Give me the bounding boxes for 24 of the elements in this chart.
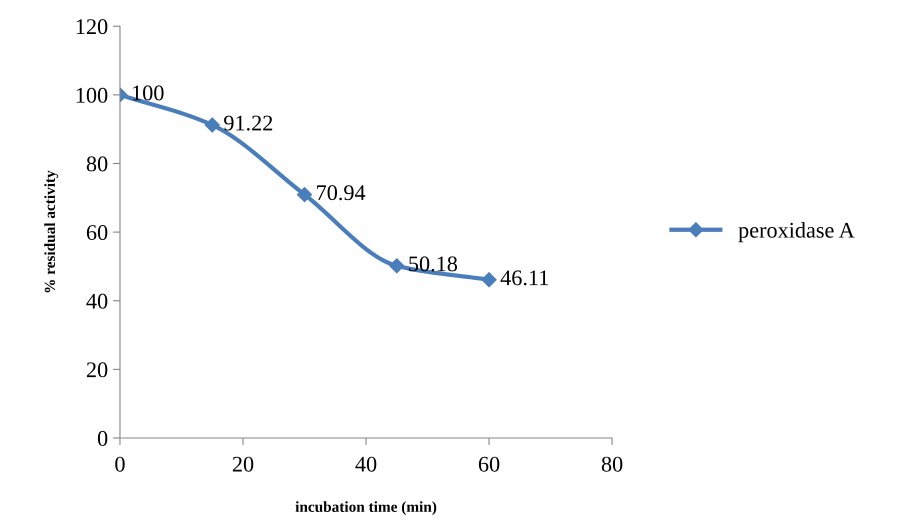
- x-tick-label: 80: [602, 456, 622, 472]
- y-tick-label: 100: [76, 88, 108, 103]
- x-tick-label: 40: [355, 456, 376, 472]
- point: [204, 117, 220, 133]
- point: [389, 258, 404, 274]
- data-label: 91.22: [224, 116, 272, 131]
- data-label: 70.94: [317, 185, 366, 200]
- y-tick-label: 60: [86, 225, 108, 240]
- y-tick-label: 40: [86, 294, 108, 309]
- y-axis-title: % residual activity: [44, 170, 58, 292]
- y-tick-label: 120: [76, 19, 108, 34]
- x-tick-label: 60: [478, 456, 500, 472]
- x-tick-label: 0: [115, 456, 125, 472]
- legend-label: peroxidase A: [738, 222, 855, 242]
- data-label: 50.18: [409, 256, 458, 272]
- data-label: 100: [133, 85, 164, 100]
- y-tick-label: 0: [98, 430, 108, 446]
- y-tick-label: 80: [86, 156, 108, 172]
- y-tick-label: 20: [86, 362, 108, 378]
- data-label: 46.11: [500, 270, 548, 286]
- x-tick-label: 20: [232, 456, 254, 472]
- point: [296, 187, 312, 202]
- x-axis-title: incubation time (min): [295, 501, 436, 516]
- point: [481, 272, 497, 288]
